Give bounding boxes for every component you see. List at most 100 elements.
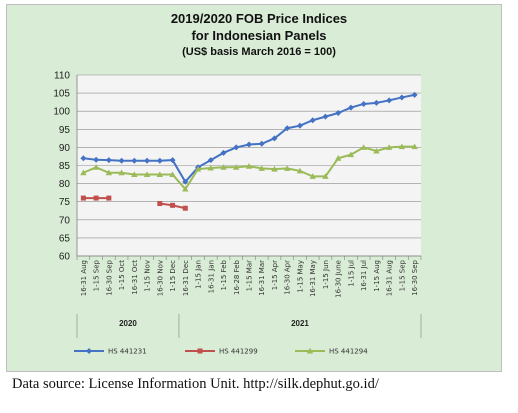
x-tick-label: 16-30 Apr <box>284 260 292 295</box>
data-point-hs-441294 <box>220 164 227 170</box>
data-point-hs-441294 <box>296 167 304 174</box>
data-point-hs-441299 <box>170 202 176 208</box>
x-tick-label: 16-30 June <box>335 260 343 298</box>
data-point-hs-441294 <box>360 144 367 150</box>
data-point-hs-441231 <box>309 117 316 124</box>
data-point-hs-441294 <box>385 144 393 150</box>
data-point-hs-441294 <box>347 151 355 158</box>
data-point-hs-441231 <box>207 157 214 164</box>
data-point-hs-441294 <box>143 171 151 178</box>
data-point-hs-441299 <box>93 195 99 201</box>
data-point-hs-441299 <box>182 205 188 211</box>
x-tick-label: 1-15 Nov <box>144 260 152 292</box>
data-point-hs-441231 <box>284 125 291 132</box>
x-tick-label: 1-15 Oct <box>118 260 126 290</box>
chart-note: (US$ basis March 2016 = 100) <box>182 46 336 58</box>
y-tick-label: 80 <box>59 179 71 190</box>
y-tick-label: 100 <box>53 107 70 118</box>
data-point-hs-441294 <box>131 171 138 178</box>
data-source-caption: Data source: License Information Unit. h… <box>12 376 379 392</box>
data-point-hs-441299 <box>157 201 163 207</box>
x-tick-label: 16-31 Oct <box>131 260 139 295</box>
data-point-hs-441294 <box>258 165 265 171</box>
y-tick-label: 110 <box>54 71 70 82</box>
data-point-hs-441294 <box>271 165 278 172</box>
group-label: 2020 <box>119 319 137 328</box>
data-point-hs-441231 <box>271 135 278 142</box>
data-point-hs-441231 <box>169 157 176 164</box>
data-point-hs-441299 <box>106 195 112 201</box>
data-point-hs-441294 <box>207 164 214 171</box>
data-point-hs-441294 <box>194 165 202 172</box>
data-point-hs-441294 <box>92 164 100 170</box>
data-point-hs-441231 <box>156 157 163 164</box>
data-point-hs-441231 <box>347 104 354 111</box>
data-point-hs-441294 <box>284 165 291 171</box>
data-point-hs-441294 <box>118 169 125 176</box>
chart-title: 2019/2020 FOB Price Indices <box>170 11 348 26</box>
y-tick-label: 105 <box>53 89 70 100</box>
x-tick-label: 1-15 Feb <box>220 259 228 290</box>
x-tick-label: 1-15 Jul <box>347 260 355 287</box>
data-point-hs-441294 <box>182 185 189 192</box>
data-point-hs-441294 <box>411 143 418 150</box>
data-point-hs-441231 <box>80 155 87 162</box>
x-tick-label: 16-30 Sep <box>105 259 113 295</box>
data-point-hs-441294 <box>334 155 342 161</box>
data-point-hs-441231 <box>296 122 303 129</box>
legend-marker-hs-441299 <box>197 348 203 354</box>
y-tick-label: 70 <box>59 215 71 226</box>
y-tick-label: 65 <box>59 233 71 244</box>
x-tick-label: 1-15 Dec <box>169 260 177 292</box>
legend-marker-hs-441294 <box>306 347 314 354</box>
x-tick-label: 16-31 Mar <box>258 260 266 296</box>
x-tick-label: 16-30 Nov <box>156 260 164 296</box>
data-point-hs-441294 <box>309 173 316 179</box>
data-point-hs-441231 <box>398 94 405 101</box>
data-point-hs-441294 <box>169 171 176 178</box>
x-tick-label: 16-30 Sep <box>411 259 419 295</box>
y-tick-label: 85 <box>59 161 71 172</box>
y-tick-label: 95 <box>59 125 71 136</box>
data-point-hs-441231 <box>373 99 380 106</box>
x-tick-label: 16-31 May <box>309 260 317 297</box>
x-tick-label: 1-15 Mar <box>246 260 254 291</box>
x-tick-label: 16-31 Dec <box>182 260 190 296</box>
data-point-hs-441231 <box>322 113 329 120</box>
data-point-hs-441231 <box>93 156 100 163</box>
x-tick-label: 1-15 Aug <box>373 260 381 292</box>
y-tick-label: 90 <box>59 143 71 154</box>
data-point-hs-441231 <box>105 157 112 164</box>
price-index-chart: 60 65 70 75 80 85 90 95 100 105 110 16-31 Aug 1-15 S… <box>53 71 422 356</box>
x-tick-label: 16-31 Aug <box>80 260 88 296</box>
x-tick-label: 1-15 Sep <box>93 259 101 291</box>
data-point-hs-441299 <box>80 195 86 201</box>
legend-label: HS 441294 <box>329 348 368 356</box>
x-tick-label: 16-31 Aug <box>386 260 394 296</box>
data-point-hs-441231 <box>220 149 227 156</box>
y-tick-label: 60 <box>59 252 71 263</box>
x-tick-label: 1-15 Jan <box>195 260 203 289</box>
x-tick-label: 16-28 Feb <box>233 259 241 295</box>
chart-subtitle: for Indonesian Panels <box>191 28 327 43</box>
legend-label: HS 441231 <box>108 348 147 356</box>
data-point-hs-441231 <box>118 157 125 164</box>
x-tick-label: 1-15 May <box>296 260 304 293</box>
data-point-hs-441231 <box>360 100 367 107</box>
data-point-hs-441294 <box>245 163 253 169</box>
data-point-hs-441231 <box>335 110 342 117</box>
data-point-hs-441294 <box>373 147 380 154</box>
data-point-hs-441231 <box>258 140 265 147</box>
data-point-hs-441231 <box>144 157 151 164</box>
y-tick-label: 75 <box>59 197 71 208</box>
legend-marker-hs-441231 <box>86 348 92 354</box>
legend-label: HS 441299 <box>219 348 258 356</box>
data-point-hs-441294 <box>105 169 113 176</box>
data-point-hs-441294 <box>398 143 406 150</box>
x-tick-label: 1-15 Sep <box>398 259 406 291</box>
group-label: 2021 <box>291 319 309 328</box>
x-tick-label: 16-31 Jan <box>207 260 215 293</box>
x-tick-label: 1-15 Jun <box>322 260 330 289</box>
data-point-hs-441231 <box>131 157 138 164</box>
data-point-hs-441294 <box>80 169 87 176</box>
